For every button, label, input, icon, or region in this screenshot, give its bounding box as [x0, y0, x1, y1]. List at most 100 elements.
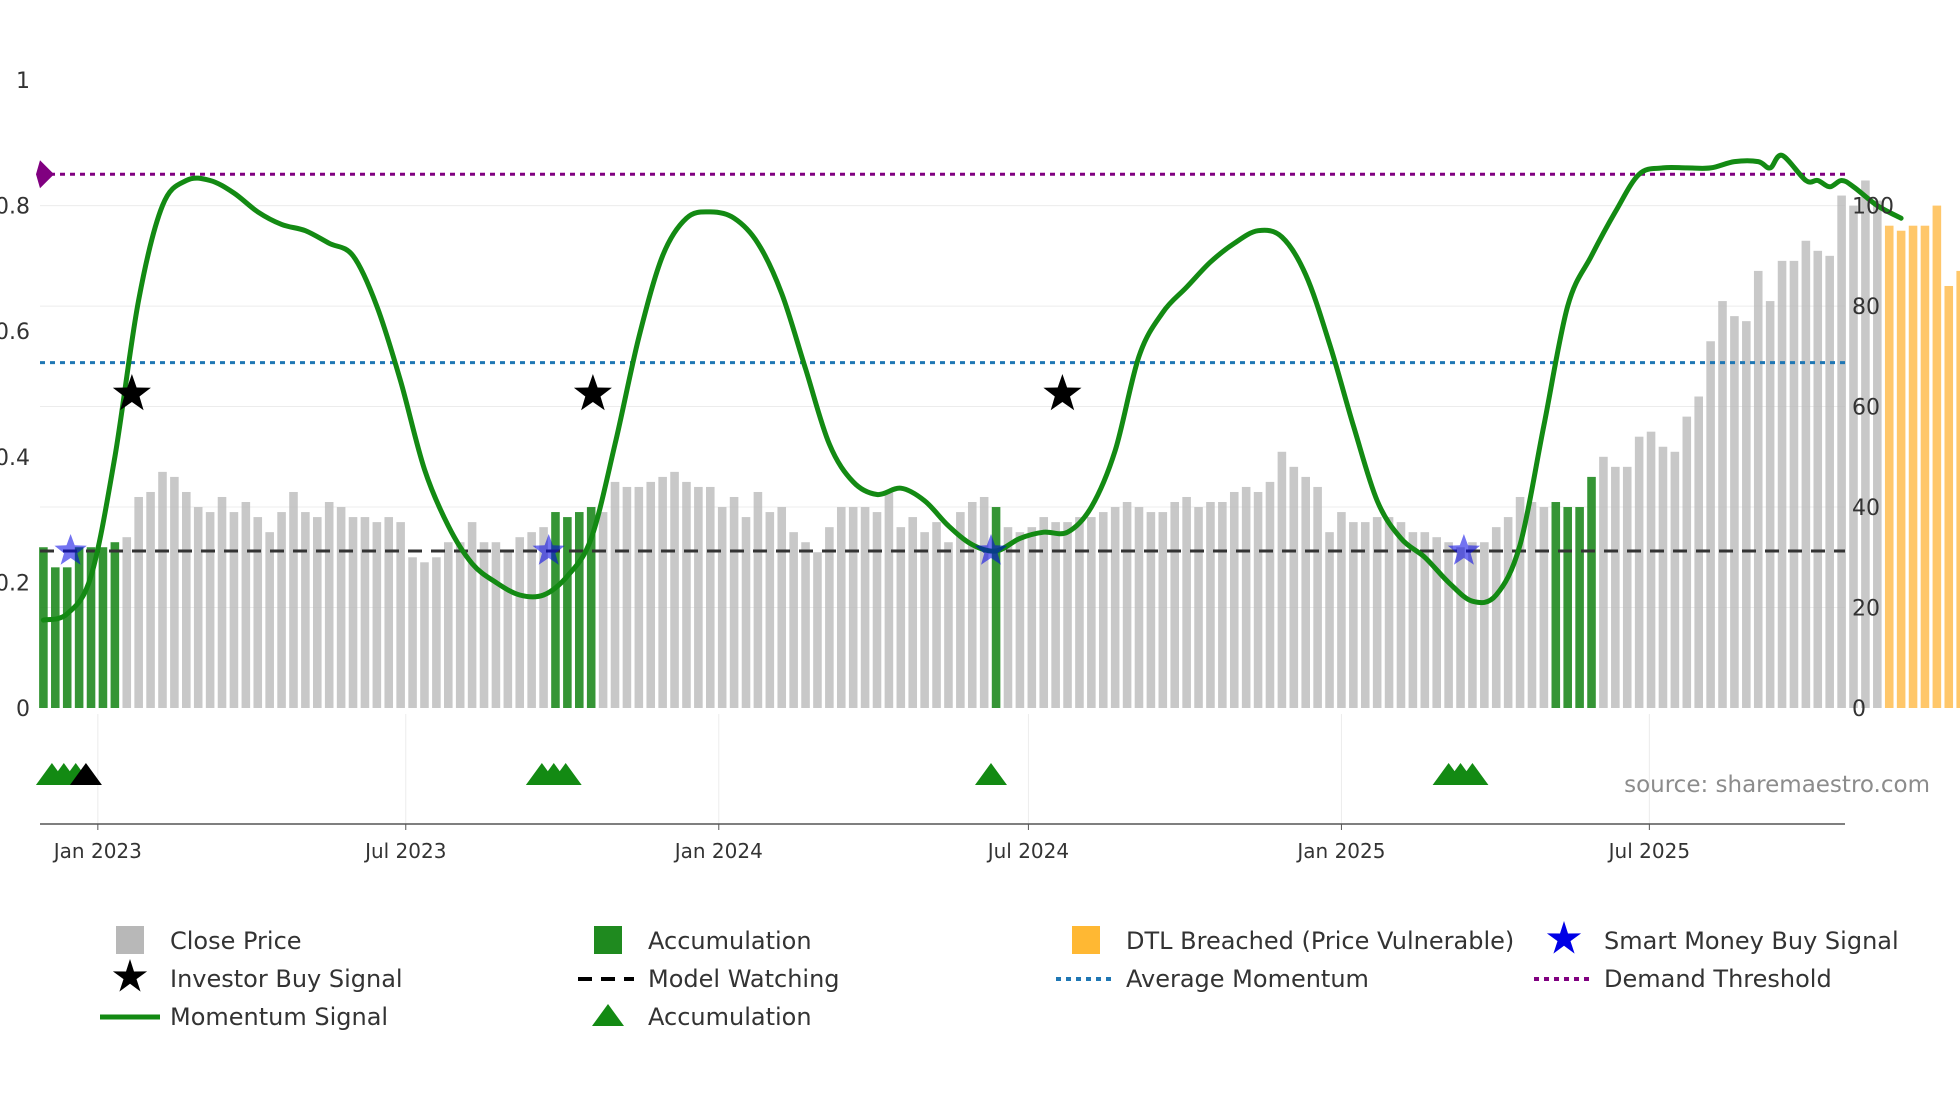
- close-price-bar: [1360, 522, 1370, 708]
- legend-label-model-watching: Model Watching: [648, 965, 840, 993]
- close-price-bar: [1753, 270, 1763, 708]
- close-price-bar: [1265, 481, 1275, 708]
- legend-label-accumulation-marker: Accumulation: [648, 1003, 812, 1031]
- left-tick-label: 0.8: [0, 195, 30, 220]
- marker-subplot: Jan 2023 Jul 2023 Jan 2024 Jul 2024 Jan 2025…: [35, 714, 1930, 863]
- dtl-breached-bar: [1956, 270, 1960, 708]
- close-price-bar: [1706, 341, 1715, 708]
- close-price-bar: [1491, 527, 1501, 708]
- close-price-bar: [682, 481, 691, 708]
- accumulation-bar: [39, 547, 48, 708]
- close-price-bar: [1146, 512, 1156, 708]
- close-price-bar: [717, 507, 727, 708]
- close-price-bar: [1337, 512, 1346, 708]
- accumulation-bar: [74, 547, 84, 708]
- close-price-bar: [1420, 532, 1430, 708]
- legend-label-smart-money: Smart Money Buy Signal: [1604, 927, 1899, 955]
- close-price-bar: [1277, 451, 1287, 708]
- close-price-bar: [193, 507, 203, 708]
- smart-money-buy-star-icon: [1447, 534, 1481, 565]
- accumulation-bar: [51, 567, 60, 708]
- close-price-bar: [1301, 476, 1310, 708]
- close-price-bar: [729, 496, 739, 708]
- close-price-bar: [1229, 491, 1239, 708]
- close-price-bar: [420, 562, 429, 708]
- close-price-bar: [1003, 527, 1013, 708]
- close-price-bar: [277, 512, 286, 708]
- legend: Close Price Accumulation DTL Breached (P…: [100, 921, 1899, 1031]
- close-price-bar: [1170, 502, 1179, 708]
- close-price-bar: [217, 496, 227, 708]
- close-price-bar: [1063, 522, 1072, 708]
- close-price-bar: [1503, 517, 1513, 708]
- close-price-bar: [1777, 260, 1787, 708]
- close-price-bar: [908, 517, 918, 708]
- close-price-bar: [598, 512, 608, 708]
- accumulation-bar: [1587, 476, 1596, 708]
- close-price-bar: [241, 502, 251, 708]
- legend-label-demand-threshold: Demand Threshold: [1604, 965, 1832, 993]
- x-tick-label: Jan 2024: [673, 839, 763, 863]
- accumulation-bar: [110, 542, 120, 708]
- close-price-bar: [1194, 507, 1203, 708]
- close-price-bar: [1611, 466, 1620, 708]
- investor-buy-star-icon: [112, 374, 151, 411]
- close-price-bar: [134, 496, 143, 708]
- marker-gridlines: [97, 714, 1650, 824]
- accumulation-bar: [575, 512, 584, 708]
- close-price-bar: [205, 512, 215, 708]
- close-price-bar: [1289, 466, 1299, 708]
- reference-lines: [36, 160, 1845, 553]
- close-price-bar: [956, 512, 965, 708]
- close-price-bar: [515, 537, 525, 708]
- close-price-bar: [1206, 502, 1215, 708]
- close-price-bar: [1313, 486, 1322, 708]
- close-price-bar: [1432, 537, 1441, 708]
- close-price-bar: [825, 527, 834, 708]
- x-tick-label: Jan 2023: [52, 839, 142, 863]
- close-price-bar: [1634, 436, 1644, 708]
- close-price-bar: [1015, 532, 1025, 708]
- legend-label-accumulation-bar: Accumulation: [648, 927, 812, 955]
- x-axis: Jan 2023 Jul 2023 Jan 2024 Jul 2024 Jan 2025…: [52, 824, 1690, 863]
- close-price-bar: [301, 512, 310, 708]
- x-tick-label: Jul 2025: [1607, 839, 1690, 863]
- close-price-bar: [1468, 542, 1477, 708]
- accumulation-bar: [1575, 507, 1584, 708]
- right-tick-label: 100: [1852, 195, 1894, 220]
- close-price-bar: [1039, 517, 1049, 708]
- legend-swatch-accumulation-triangle-icon: [592, 1004, 624, 1026]
- close-price-bar: [1658, 446, 1668, 708]
- legend-swatch-investor-buy-star-icon: [112, 959, 148, 992]
- close-price-bar: [1075, 517, 1084, 708]
- close-price-bar: [694, 486, 703, 708]
- close-price-bar: [146, 491, 155, 708]
- close-price-bar: [1098, 512, 1108, 708]
- close-price-bar: [1539, 507, 1549, 708]
- close-price-bar: [706, 486, 715, 708]
- dtl-breached-bar: [1884, 225, 1894, 708]
- close-price-bar: [813, 552, 822, 708]
- close-price-bar: [372, 522, 382, 708]
- legend-swatch-dtl-breached: [1072, 926, 1100, 954]
- close-price-bar: [348, 517, 358, 708]
- close-price-bar: [1027, 527, 1037, 708]
- accumulation-bar: [563, 517, 572, 708]
- close-price-bar: [1825, 255, 1834, 708]
- accumulation-bar: [86, 547, 96, 708]
- close-price-bar: [1813, 250, 1823, 708]
- close-price-bar: [836, 507, 846, 708]
- close-price-bar: [1849, 205, 1858, 708]
- legend-label-dtl-breached: DTL Breached (Price Vulnerable): [1126, 927, 1514, 955]
- close-price-bar: [646, 481, 656, 708]
- close-price-bar: [1325, 532, 1334, 708]
- marker-triangles: [35, 763, 1489, 785]
- close-price-bar: [848, 507, 858, 708]
- right-tick-label: 40: [1852, 496, 1880, 521]
- close-price-bar: [1718, 301, 1727, 708]
- close-price-bar: [753, 491, 763, 708]
- close-price-bar: [610, 481, 620, 708]
- close-price-bar: [967, 502, 977, 708]
- close-price-bar: [539, 527, 548, 708]
- close-price-bar: [313, 517, 322, 708]
